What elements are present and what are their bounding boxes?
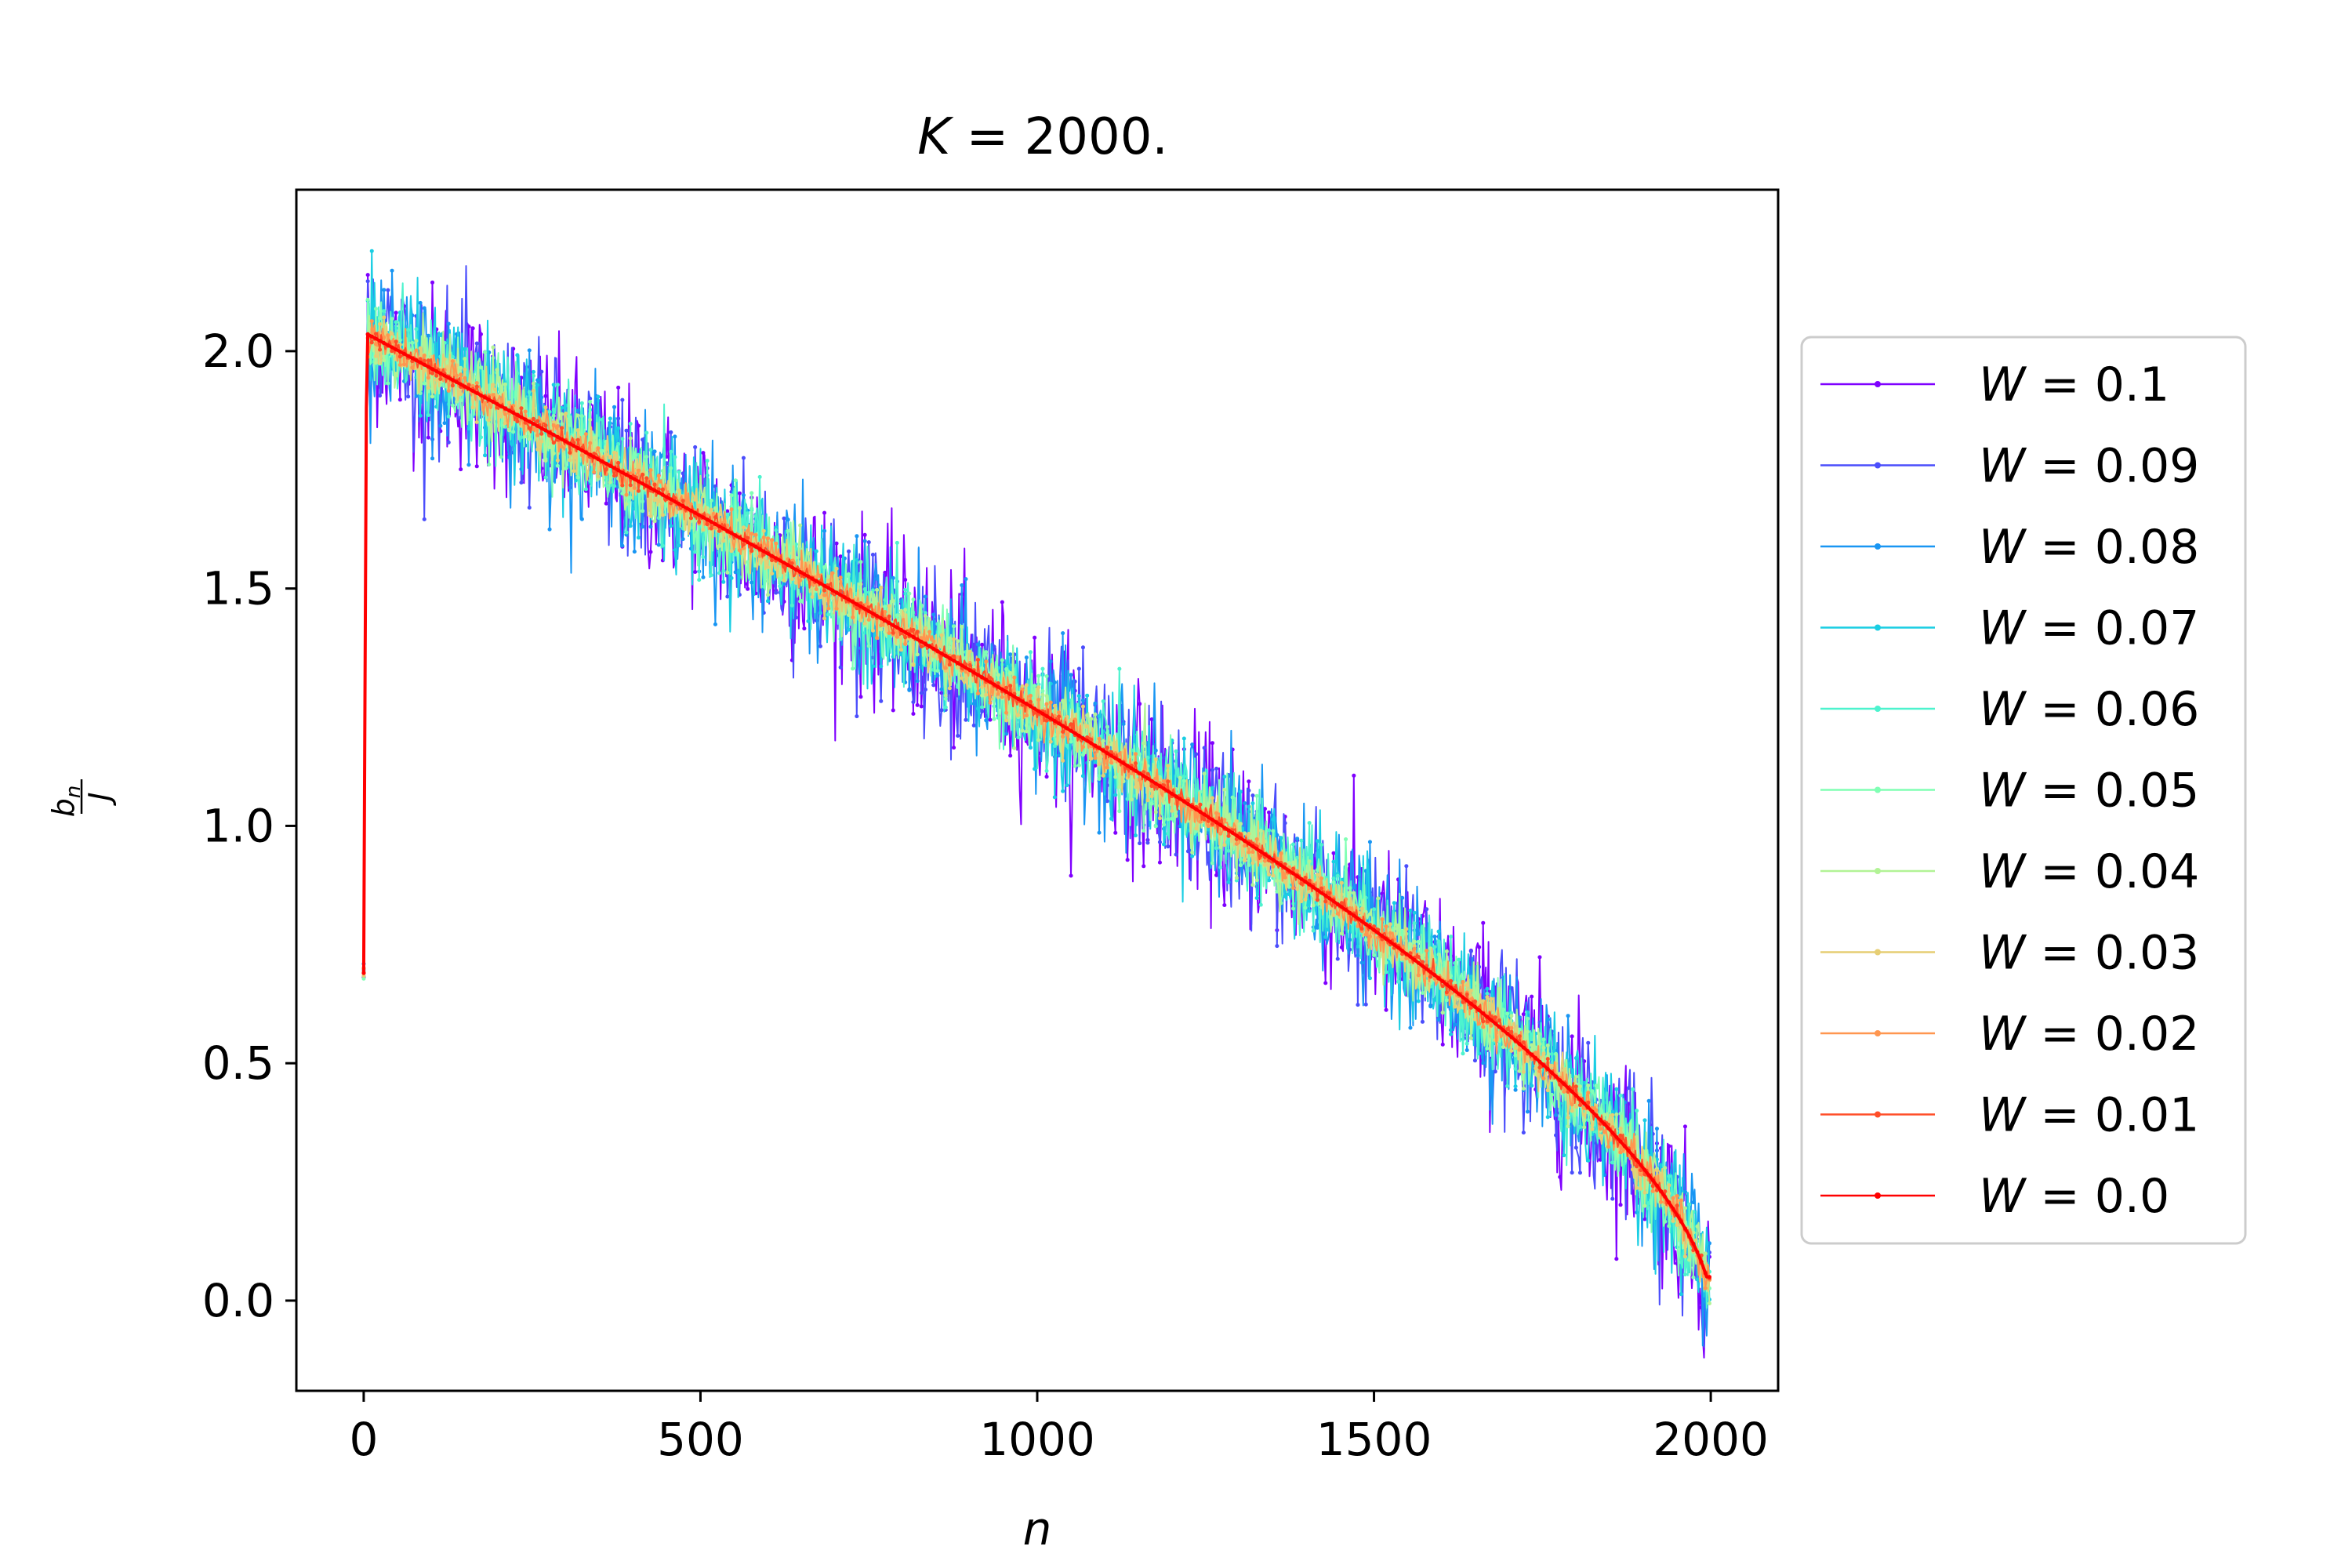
x-axis-label: n	[1023, 1502, 1052, 1555]
legend-marker	[1875, 624, 1881, 631]
legend-label: W = 0.06	[1979, 682, 2199, 737]
x-tick-label: 1500	[1316, 1413, 1432, 1466]
legend-label: W = 0.08	[1979, 520, 2199, 575]
y-label-num-sub: n	[62, 786, 85, 798]
legend-marker	[1875, 1030, 1881, 1036]
legend-marker	[1875, 786, 1881, 793]
y-label-denominator: J	[82, 792, 117, 806]
legend-item: W = 0.05	[1820, 764, 2199, 818]
x-tick-label: 2000	[1653, 1413, 1769, 1466]
chart-title-var: K	[917, 108, 954, 166]
legend-label: W = 0.04	[1979, 844, 2199, 899]
legend-marker	[1875, 1192, 1881, 1199]
legend-item: W = 0.09	[1820, 439, 2199, 494]
y-tick-label: 2.0	[202, 325, 274, 378]
y-tick-label: 1.5	[202, 562, 274, 615]
legend-marker	[1875, 706, 1881, 712]
x-tick-label: 1000	[979, 1413, 1095, 1466]
legend-label: W = 0.03	[1979, 926, 2199, 981]
legend-item: W = 0.02	[1820, 1007, 2199, 1062]
legend-marker	[1875, 1111, 1881, 1118]
x-tick-label: 500	[657, 1413, 744, 1466]
series-line	[361, 332, 1710, 1279]
series-line	[362, 299, 1711, 1293]
legend-label: W = 0.05	[1979, 764, 2199, 818]
y-label-numerator: bn	[46, 786, 85, 818]
legend-label: W = 0.02	[1979, 1007, 2199, 1062]
tick-layer: 0 500 1000 1500 2000 0.0 0.5 1.0 1.5 2.0	[202, 325, 1769, 1466]
legend-item: W = 0.01	[1820, 1088, 2199, 1143]
y-tick-label: 1.0	[202, 799, 274, 852]
legend-item: W = 0.08	[1820, 520, 2199, 575]
legend-marker	[1875, 868, 1881, 874]
legend-marker	[1875, 462, 1881, 469]
legend-item: W = 0.03	[1820, 926, 2199, 981]
series-layer	[361, 249, 1711, 1359]
y-label-num-b: b	[46, 798, 81, 817]
legend-label: W = 0.1	[1979, 358, 2169, 412]
chart-title-eq: =	[950, 108, 1024, 166]
series-markers	[361, 332, 1711, 1279]
legend-label: W = 0.09	[1979, 439, 2199, 494]
legend-label: W = 0.0	[1979, 1169, 2169, 1224]
legend-marker	[1875, 543, 1881, 550]
legend-label: W = 0.07	[1979, 601, 2199, 656]
y-tick-label: 0.5	[202, 1036, 274, 1090]
legend-label: W = 0.01	[1979, 1088, 2199, 1143]
x-tick-label: 0	[349, 1413, 378, 1466]
chart-title-value: 2000.	[1025, 108, 1168, 166]
legend-item: W = 0.06	[1820, 682, 2199, 737]
chart-title: K = 2000.	[917, 108, 1168, 166]
legend-item: W = 0.04	[1820, 844, 2199, 899]
legend: W = 0.1 W = 0.09 W = 0.08 W = 0.07 W = 0.06 W…	[1800, 336, 2247, 1245]
legend-box	[1800, 336, 2247, 1245]
legend-marker	[1875, 949, 1881, 956]
legend-item: W = 0.0	[1820, 1169, 2169, 1224]
y-axis-label: bn J	[46, 779, 117, 817]
legend-marker	[1875, 381, 1881, 387]
legend-item: W = 0.1	[1820, 358, 2169, 412]
y-tick-label: 0.0	[202, 1274, 274, 1327]
legend-item: W = 0.07	[1820, 601, 2199, 656]
